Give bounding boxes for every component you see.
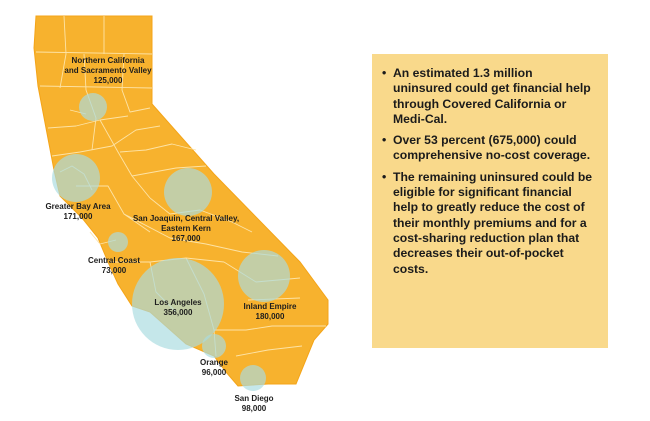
bubble-los-angeles bbox=[132, 258, 224, 350]
region-label-los-angeles: Los Angeles 356,000 bbox=[154, 298, 202, 317]
region-label-orange: Orange 96,000 bbox=[199, 358, 228, 377]
region-label-greater-bay-area: Greater Bay Area 171,000 bbox=[45, 202, 111, 221]
bullet-marker: • bbox=[382, 66, 387, 80]
region-label-northern-california: Northern California and Sacramento Valle… bbox=[64, 56, 152, 85]
region-label-central-coast: Central Coast 73,000 bbox=[87, 256, 140, 275]
region-label-inland-empire: Inland Empire 180,000 bbox=[243, 302, 297, 321]
info-bullet-item: • An estimated 1.3 million uninsured cou… bbox=[382, 66, 594, 127]
population-bubbles bbox=[52, 93, 290, 391]
bullet-marker: • bbox=[382, 133, 387, 148]
info-bullet-item: • Over 53 percent (675,000) could compre… bbox=[382, 133, 594, 164]
bubble-orange bbox=[202, 334, 226, 358]
california-map: Northern California and Sacramento Valle… bbox=[33, 15, 329, 413]
bullet-marker: • bbox=[382, 169, 387, 184]
info-bullet-text: Over 53 percent (675,000) could comprehe… bbox=[393, 133, 591, 163]
info-box: • An estimated 1.3 million uninsured cou… bbox=[372, 54, 608, 348]
info-bullet-text: The remaining uninsured could be eligibl… bbox=[393, 169, 593, 276]
info-bullet-text: An estimated 1.3 million uninsured could… bbox=[393, 66, 591, 126]
region-label-san-diego: San Diego 98,000 bbox=[234, 394, 274, 413]
info-bullet-item: • The remaining uninsured could be eligi… bbox=[382, 170, 594, 277]
bubble-san-joaquin bbox=[164, 168, 212, 216]
bubble-northern-california bbox=[79, 93, 107, 121]
bubble-inland-empire bbox=[238, 250, 290, 302]
bubble-san-diego bbox=[240, 365, 266, 391]
california-map-graphic bbox=[33, 15, 329, 391]
bubble-central-coast bbox=[108, 232, 128, 252]
region-label-san-joaquin: San Joaquin, Central Valley, Eastern Ker… bbox=[132, 214, 240, 243]
bubble-greater-bay-area bbox=[52, 154, 100, 202]
info-bullet-list: • An estimated 1.3 million uninsured cou… bbox=[382, 66, 594, 277]
